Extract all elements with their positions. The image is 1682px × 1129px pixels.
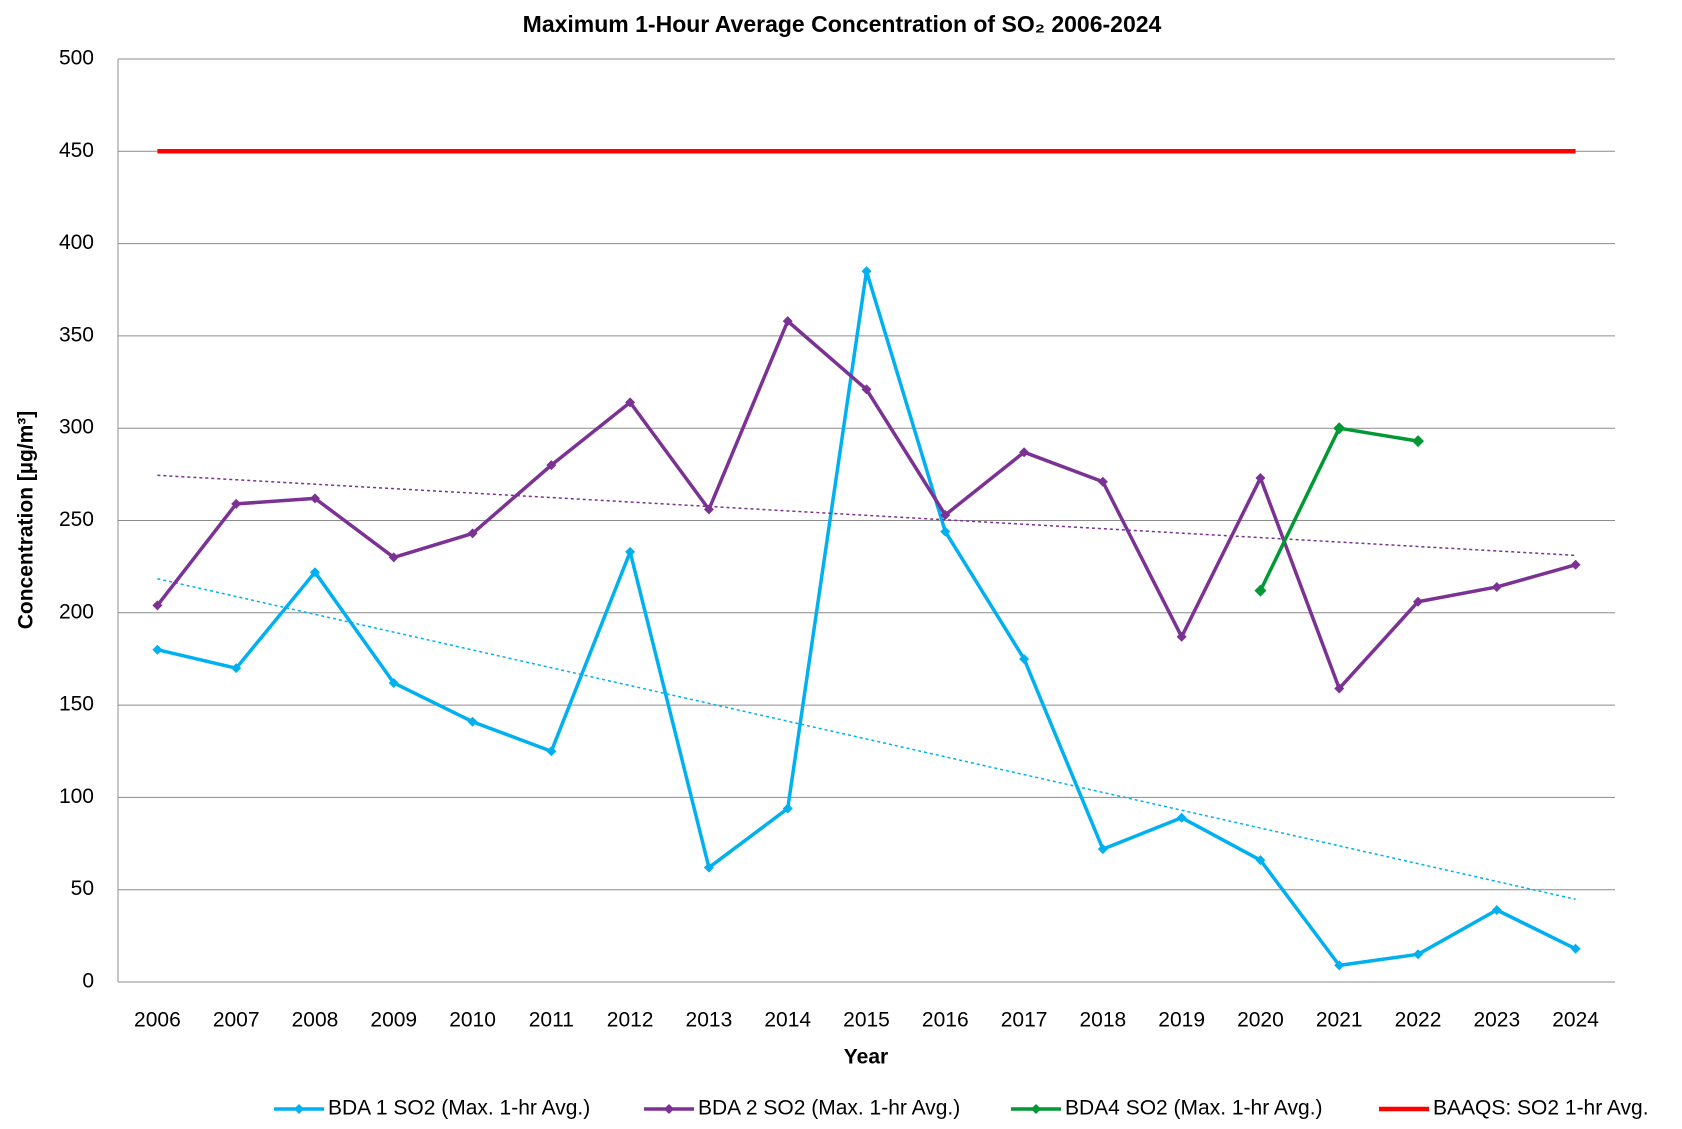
data-point: [625, 546, 636, 557]
x-tick-label: 2020: [1237, 1009, 1284, 1032]
data-point: [1097, 476, 1108, 487]
data-point: [467, 716, 478, 727]
data-point: [861, 266, 872, 277]
data-point: [782, 316, 793, 327]
data-point: [1570, 559, 1581, 570]
data-point: [703, 504, 714, 515]
data-point: [1333, 422, 1346, 435]
data-point: [1412, 435, 1425, 448]
data-point: [1254, 584, 1267, 597]
data-point: [309, 493, 320, 504]
data-point: [1255, 473, 1266, 484]
y-tick-label: 50: [71, 877, 94, 900]
data-point: [1413, 949, 1424, 960]
data-point: [940, 526, 951, 537]
x-tick-label: 2013: [686, 1009, 733, 1032]
x-tick-label: 2006: [134, 1009, 181, 1032]
y-tick-label: 150: [59, 693, 94, 716]
data-point: [388, 552, 399, 563]
y-tick-label: 500: [59, 47, 94, 70]
data-point: [152, 644, 163, 655]
y-tick-label: 100: [59, 785, 94, 808]
x-tick-label: 2024: [1552, 1009, 1599, 1032]
x-tick-label: 2010: [449, 1009, 496, 1032]
y-tick-label: 350: [59, 323, 94, 346]
x-tick-label: 2012: [607, 1009, 654, 1032]
legend-label: BDA 1 SO2 (Max. 1-hr Avg.): [328, 1097, 590, 1120]
data-point: [1491, 581, 1502, 592]
data-point: [782, 803, 793, 814]
y-tick-label: 450: [59, 139, 94, 162]
y-axis-label: Concentration [µg/m³]: [15, 411, 38, 630]
data-point: [625, 397, 636, 408]
x-tick-label: 2009: [370, 1009, 417, 1032]
data-point: [231, 498, 242, 509]
data-point: [231, 663, 242, 674]
x-tick-label: 2011: [529, 1009, 574, 1032]
x-tick-label: 2018: [1080, 1009, 1127, 1032]
data-point: [546, 460, 557, 471]
trendline: [157, 577, 1576, 901]
data-point: [1019, 653, 1030, 664]
trendline: [157, 474, 1576, 557]
data-point: [152, 600, 163, 611]
x-tick-label: 2007: [213, 1009, 260, 1032]
x-tick-label: 2019: [1158, 1009, 1205, 1032]
x-tick-label: 2016: [922, 1009, 969, 1032]
data-point: [388, 677, 399, 688]
data-point: [861, 384, 872, 395]
legend-marker: [664, 1104, 674, 1114]
data-point: [1255, 855, 1266, 866]
series-line: [156, 269, 1577, 968]
y-tick-label: 400: [59, 231, 94, 254]
x-tick-label: 2023: [1473, 1009, 1520, 1032]
y-tick-label: 300: [59, 416, 94, 439]
x-tick-label: 2017: [1001, 1009, 1048, 1032]
y-tick-label: 200: [59, 600, 94, 623]
x-tick-label: 2022: [1395, 1009, 1442, 1032]
chart-title: Maximum 1-Hour Average Concentration of …: [523, 11, 1162, 37]
x-tick-label: 2021: [1316, 1009, 1363, 1032]
data-point: [546, 746, 557, 757]
legend-label: BAAQS: SO2 1-hr Avg.: [1433, 1097, 1649, 1120]
data-point: [703, 862, 714, 873]
data-point: [1491, 905, 1502, 916]
data-point: [940, 509, 951, 520]
legend-label: BDA 2 SO2 (Max. 1-hr Avg.): [698, 1097, 960, 1120]
y-tick-label: 250: [59, 508, 94, 531]
data-point: [1097, 844, 1108, 855]
data-point: [1570, 943, 1581, 954]
data-point: [1176, 631, 1187, 642]
data-point: [309, 567, 320, 578]
x-axis-label: Year: [844, 1046, 888, 1069]
series-line: [1258, 426, 1419, 592]
data-point: [1334, 683, 1345, 694]
legend-label: BDA4 SO2 (Max. 1-hr Avg.): [1065, 1097, 1323, 1120]
data-point: [1413, 596, 1424, 607]
y-tick-label: 0: [82, 970, 94, 993]
series-line: [156, 319, 1577, 691]
data-point: [1334, 960, 1345, 971]
data-point: [1019, 447, 1030, 458]
legend-marker: [294, 1104, 304, 1114]
legend-marker: [1031, 1104, 1041, 1114]
data-point: [1176, 812, 1187, 823]
x-tick-label: 2014: [764, 1009, 811, 1032]
x-tick-label: 2008: [292, 1009, 339, 1032]
data-point: [467, 528, 478, 539]
x-tick-label: 2015: [843, 1009, 890, 1032]
